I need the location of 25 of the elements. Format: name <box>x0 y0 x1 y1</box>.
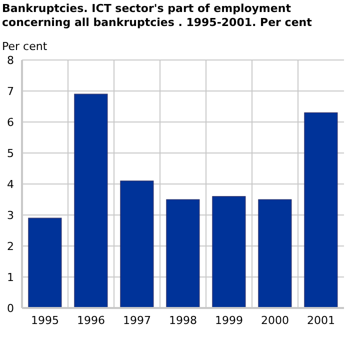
bar <box>28 218 62 308</box>
y-axis-title: Per cent <box>2 40 48 53</box>
chart-title: Bankruptcies. ICT sector's part of employment concerning all bankruptcies . 1995-2001. Per cent <box>2 2 313 31</box>
x-tick-label: 1996 <box>77 314 105 327</box>
x-tick-label: 1999 <box>215 314 243 327</box>
y-tick-label: 5 <box>7 146 14 160</box>
bar <box>74 94 108 308</box>
bar <box>166 199 200 308</box>
bar <box>304 112 338 308</box>
x-tick-label: 1997 <box>123 314 151 327</box>
bar <box>120 180 154 308</box>
bar <box>258 199 292 308</box>
x-tick-label: 2001 <box>307 314 335 327</box>
y-tick-label: 2 <box>7 240 14 253</box>
y-tick-label: 6 <box>7 116 14 129</box>
x-tick-label: 2000 <box>261 314 289 327</box>
y-tick-label: 3 <box>7 208 14 222</box>
y-tick-label: 7 <box>7 84 14 98</box>
y-tick-label: 1 <box>7 270 14 284</box>
bar <box>212 196 246 308</box>
y-tick-label: 4 <box>7 178 14 191</box>
y-tick-label: 0 <box>7 302 14 315</box>
y-tick-label: 8 <box>7 54 14 67</box>
x-tick-label: 1998 <box>169 314 197 327</box>
x-tick-label: 1995 <box>31 314 59 327</box>
